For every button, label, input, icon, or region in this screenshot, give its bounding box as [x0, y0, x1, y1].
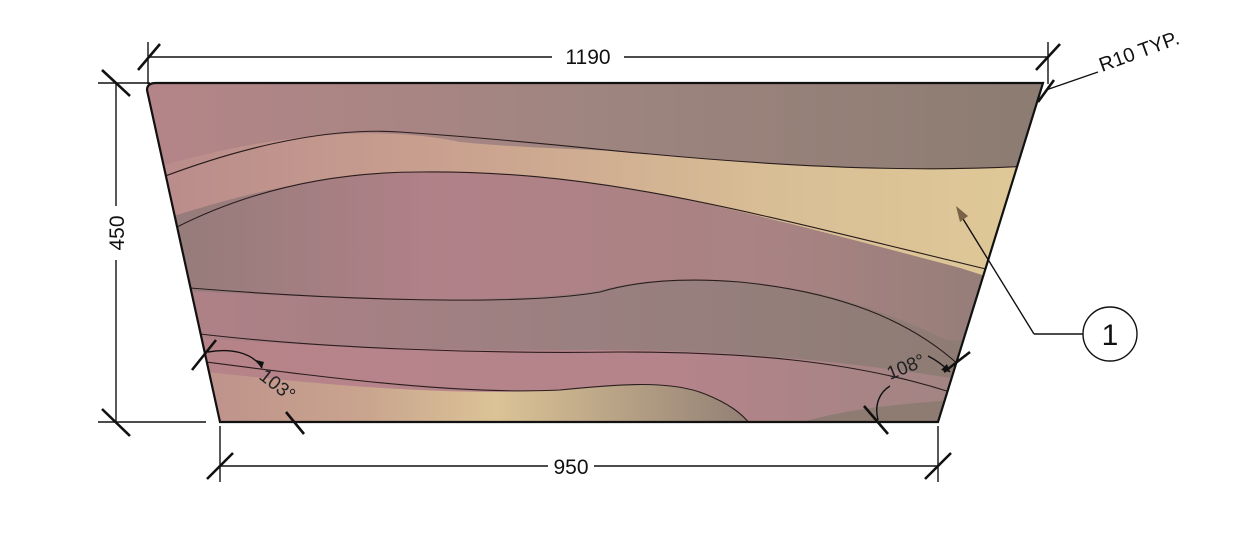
tick-mark [206, 452, 234, 480]
tick-mark [1036, 79, 1056, 103]
callout-circle [1082, 306, 1138, 362]
leader-line [1045, 71, 1099, 91]
dimension-bottom-width: 950 [206, 426, 952, 482]
angle-arc [207, 349, 263, 369]
corner-radius-note: R10 TYP. [1036, 27, 1182, 103]
vein-layer-bottom [147, 360, 760, 422]
dim-label-height: 450 [106, 215, 129, 250]
tick-mark [190, 339, 218, 371]
callout-number: 1 [1102, 319, 1119, 352]
arrowhead [956, 206, 968, 222]
tick-mark [101, 69, 131, 97]
tick-mark [284, 411, 306, 435]
tick-mark [863, 405, 889, 435]
tick-mark [943, 350, 971, 374]
callout-1: 1 [956, 206, 1138, 362]
leader-line [959, 213, 1035, 335]
angle-arc [876, 385, 891, 421]
radius-label: R10 TYP. [1096, 27, 1182, 76]
stone-panel [145, 81, 1045, 424]
dimension-top-width: 1190 [137, 42, 1061, 84]
panel-outline [145, 81, 1045, 424]
dim-label-bottom: 950 [553, 456, 588, 479]
dimension-height: 450 [98, 69, 206, 437]
vein-band-sand [147, 133, 1043, 300]
dim-label-top: 1190 [565, 46, 610, 69]
tick-mark [137, 43, 161, 71]
tick-mark [924, 452, 952, 480]
arrowhead [256, 360, 264, 368]
tick-mark [101, 408, 131, 437]
tick-mark [1035, 43, 1061, 71]
